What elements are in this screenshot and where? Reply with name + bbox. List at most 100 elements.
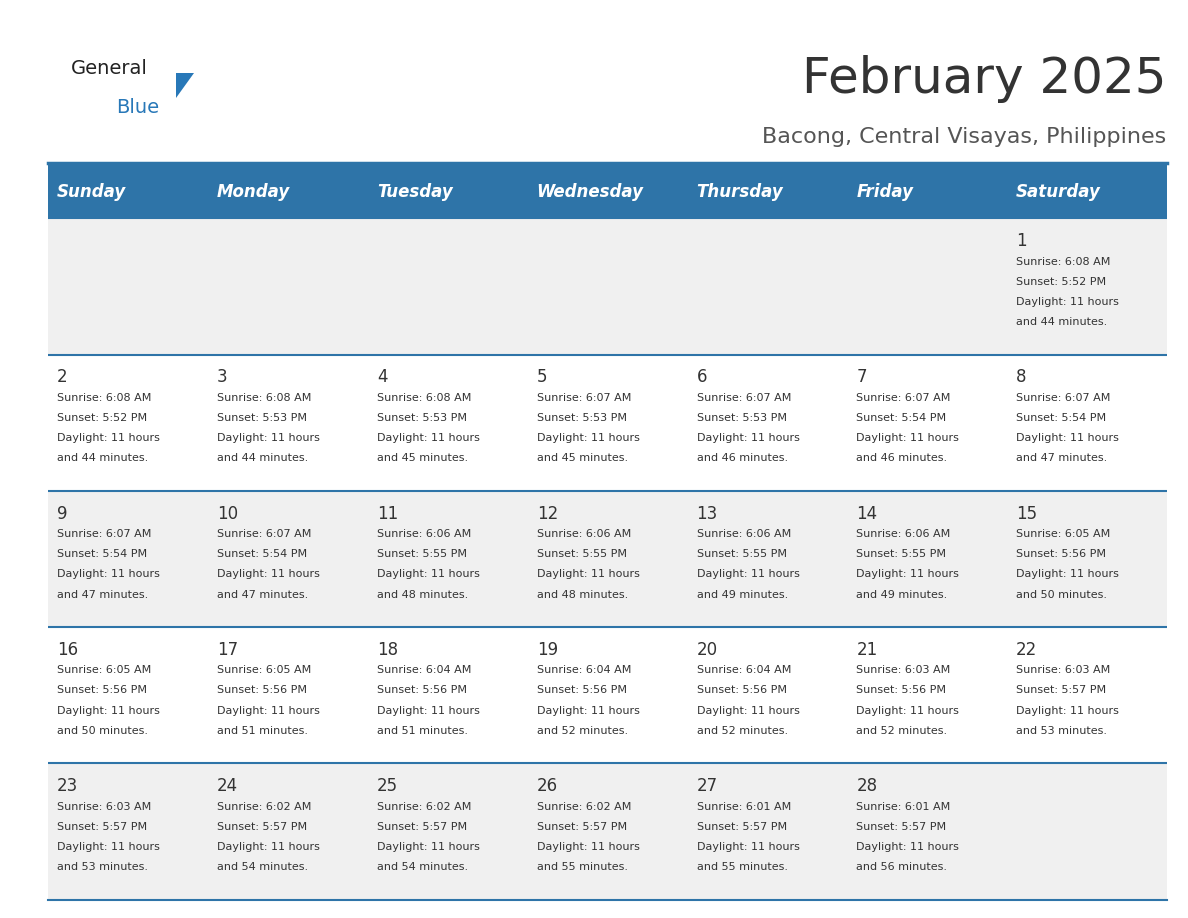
Text: Sunrise: 6:07 AM: Sunrise: 6:07 AM	[217, 529, 311, 539]
Text: Sunrise: 6:07 AM: Sunrise: 6:07 AM	[57, 529, 151, 539]
Text: and 45 minutes.: and 45 minutes.	[377, 453, 468, 464]
Polygon shape	[176, 73, 194, 98]
Text: 9: 9	[57, 505, 68, 522]
Text: Daylight: 11 hours: Daylight: 11 hours	[537, 433, 639, 443]
Text: Sunset: 5:57 PM: Sunset: 5:57 PM	[857, 822, 947, 832]
Text: and 48 minutes.: and 48 minutes.	[377, 589, 468, 599]
Text: and 47 minutes.: and 47 minutes.	[1016, 453, 1107, 464]
Text: Sunrise: 6:01 AM: Sunrise: 6:01 AM	[696, 801, 791, 812]
Text: Daylight: 11 hours: Daylight: 11 hours	[377, 433, 480, 443]
Text: 17: 17	[217, 641, 238, 659]
Text: and 49 minutes.: and 49 minutes.	[696, 589, 788, 599]
Text: 5: 5	[537, 368, 548, 386]
Text: and 55 minutes.: and 55 minutes.	[537, 862, 627, 872]
Text: 11: 11	[377, 505, 398, 522]
Text: Sunrise: 6:05 AM: Sunrise: 6:05 AM	[217, 666, 311, 676]
Text: Sunset: 5:56 PM: Sunset: 5:56 PM	[537, 686, 626, 696]
Text: 19: 19	[537, 641, 557, 659]
Text: 3: 3	[217, 368, 228, 386]
Text: 4: 4	[377, 368, 387, 386]
Text: Sunset: 5:53 PM: Sunset: 5:53 PM	[217, 413, 307, 423]
Text: Sunset: 5:54 PM: Sunset: 5:54 PM	[57, 549, 147, 559]
Text: and 54 minutes.: and 54 minutes.	[377, 862, 468, 872]
Text: February 2025: February 2025	[802, 55, 1167, 103]
Text: Sunset: 5:53 PM: Sunset: 5:53 PM	[537, 413, 626, 423]
Text: 13: 13	[696, 505, 718, 522]
FancyBboxPatch shape	[48, 764, 1167, 900]
FancyBboxPatch shape	[48, 218, 1167, 354]
Text: Sunrise: 6:02 AM: Sunrise: 6:02 AM	[377, 801, 472, 812]
Text: Sunday: Sunday	[57, 183, 126, 201]
Text: Sunrise: 6:02 AM: Sunrise: 6:02 AM	[537, 801, 631, 812]
Text: 28: 28	[857, 777, 878, 795]
Text: Sunset: 5:55 PM: Sunset: 5:55 PM	[537, 549, 626, 559]
Text: Daylight: 11 hours: Daylight: 11 hours	[696, 433, 800, 443]
Text: and 52 minutes.: and 52 minutes.	[537, 726, 627, 736]
Text: Sunrise: 6:04 AM: Sunrise: 6:04 AM	[696, 666, 791, 676]
Text: Daylight: 11 hours: Daylight: 11 hours	[377, 842, 480, 852]
Text: Daylight: 11 hours: Daylight: 11 hours	[696, 842, 800, 852]
Text: Daylight: 11 hours: Daylight: 11 hours	[696, 569, 800, 579]
Text: and 47 minutes.: and 47 minutes.	[217, 589, 308, 599]
Text: Sunrise: 6:08 AM: Sunrise: 6:08 AM	[377, 393, 472, 403]
Text: 1: 1	[1016, 232, 1026, 250]
Text: Sunrise: 6:06 AM: Sunrise: 6:06 AM	[537, 529, 631, 539]
Text: Blue: Blue	[116, 98, 159, 118]
Text: and 52 minutes.: and 52 minutes.	[857, 726, 948, 736]
Text: Daylight: 11 hours: Daylight: 11 hours	[217, 842, 320, 852]
Text: Daylight: 11 hours: Daylight: 11 hours	[696, 706, 800, 716]
Text: Monday: Monday	[217, 183, 290, 201]
Text: and 46 minutes.: and 46 minutes.	[857, 453, 948, 464]
Text: 2: 2	[57, 368, 68, 386]
Text: Sunset: 5:56 PM: Sunset: 5:56 PM	[377, 686, 467, 696]
Text: Daylight: 11 hours: Daylight: 11 hours	[1016, 297, 1119, 307]
Text: Sunrise: 6:07 AM: Sunrise: 6:07 AM	[1016, 393, 1111, 403]
Text: Sunset: 5:57 PM: Sunset: 5:57 PM	[1016, 686, 1106, 696]
Text: Sunrise: 6:08 AM: Sunrise: 6:08 AM	[217, 393, 311, 403]
Text: Daylight: 11 hours: Daylight: 11 hours	[57, 706, 160, 716]
Text: 8: 8	[1016, 368, 1026, 386]
Text: and 47 minutes.: and 47 minutes.	[57, 589, 148, 599]
FancyBboxPatch shape	[48, 165, 1167, 218]
Text: 10: 10	[217, 505, 238, 522]
Text: Sunrise: 6:08 AM: Sunrise: 6:08 AM	[57, 393, 151, 403]
Text: Sunrise: 6:06 AM: Sunrise: 6:06 AM	[857, 529, 950, 539]
Text: Sunset: 5:56 PM: Sunset: 5:56 PM	[696, 686, 786, 696]
Text: 12: 12	[537, 505, 558, 522]
Text: and 56 minutes.: and 56 minutes.	[857, 862, 947, 872]
Text: Daylight: 11 hours: Daylight: 11 hours	[537, 706, 639, 716]
Text: and 46 minutes.: and 46 minutes.	[696, 453, 788, 464]
Text: Sunrise: 6:07 AM: Sunrise: 6:07 AM	[857, 393, 950, 403]
Text: Daylight: 11 hours: Daylight: 11 hours	[1016, 569, 1119, 579]
Text: Sunset: 5:54 PM: Sunset: 5:54 PM	[1016, 413, 1106, 423]
Text: Daylight: 11 hours: Daylight: 11 hours	[537, 569, 639, 579]
Text: and 51 minutes.: and 51 minutes.	[377, 726, 468, 736]
Text: Sunset: 5:55 PM: Sunset: 5:55 PM	[857, 549, 947, 559]
Text: General: General	[71, 59, 148, 78]
Text: and 52 minutes.: and 52 minutes.	[696, 726, 788, 736]
Text: Sunrise: 6:08 AM: Sunrise: 6:08 AM	[1016, 257, 1111, 266]
Text: Sunset: 5:53 PM: Sunset: 5:53 PM	[377, 413, 467, 423]
Text: Daylight: 11 hours: Daylight: 11 hours	[1016, 433, 1119, 443]
Text: 6: 6	[696, 368, 707, 386]
Text: and 53 minutes.: and 53 minutes.	[57, 862, 148, 872]
Text: and 44 minutes.: and 44 minutes.	[217, 453, 308, 464]
Text: and 53 minutes.: and 53 minutes.	[1016, 726, 1107, 736]
Text: 20: 20	[696, 641, 718, 659]
Text: 18: 18	[377, 641, 398, 659]
Text: Sunset: 5:57 PM: Sunset: 5:57 PM	[377, 822, 467, 832]
Text: Sunrise: 6:03 AM: Sunrise: 6:03 AM	[57, 801, 151, 812]
Text: Bacong, Central Visayas, Philippines: Bacong, Central Visayas, Philippines	[763, 127, 1167, 147]
Text: 26: 26	[537, 777, 557, 795]
Text: Sunrise: 6:06 AM: Sunrise: 6:06 AM	[377, 529, 470, 539]
Text: Sunset: 5:53 PM: Sunset: 5:53 PM	[696, 413, 786, 423]
Text: Sunset: 5:57 PM: Sunset: 5:57 PM	[537, 822, 627, 832]
Text: 15: 15	[1016, 505, 1037, 522]
Text: Sunset: 5:55 PM: Sunset: 5:55 PM	[696, 549, 786, 559]
Text: Daylight: 11 hours: Daylight: 11 hours	[857, 569, 959, 579]
Text: and 51 minutes.: and 51 minutes.	[217, 726, 308, 736]
Text: Sunset: 5:52 PM: Sunset: 5:52 PM	[1016, 277, 1106, 286]
Text: and 50 minutes.: and 50 minutes.	[57, 726, 148, 736]
Text: and 44 minutes.: and 44 minutes.	[57, 453, 148, 464]
Text: and 45 minutes.: and 45 minutes.	[537, 453, 627, 464]
